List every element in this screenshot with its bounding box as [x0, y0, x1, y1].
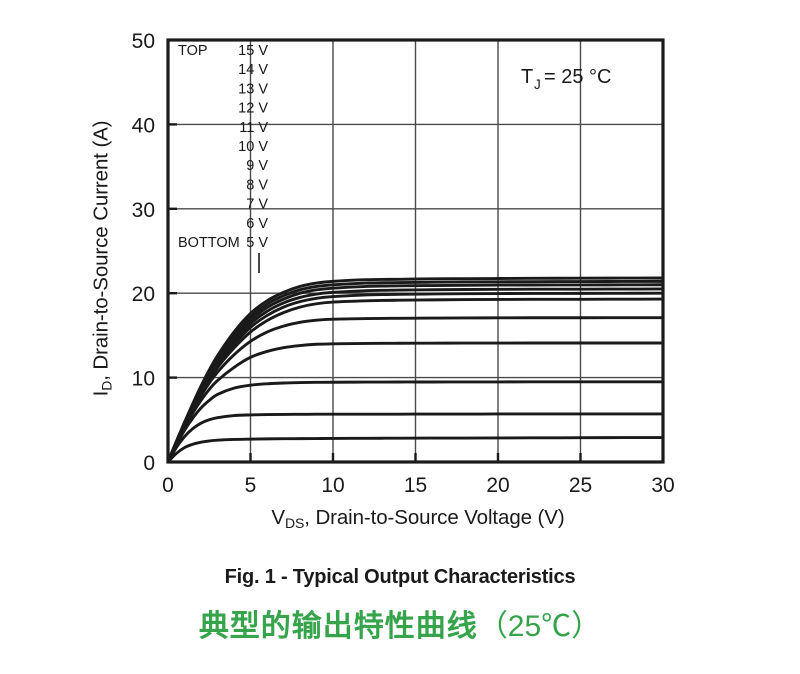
curve-6V — [166, 412, 665, 464]
x-tick-label: 15 — [404, 474, 427, 497]
x-axis-text: , Drain-to-Source Voltage (V) — [304, 506, 565, 529]
legend-entry: 6 V — [246, 216, 268, 232]
legend-entry: 8 V — [246, 177, 268, 193]
x-tick-label: 25 — [569, 474, 592, 497]
curve-9V — [166, 316, 665, 464]
voltage-legend: 15 V 14 V 13 V 12 V 11 V 10 V 9 V 8 V 7 V 6 V 5 V T… — [178, 43, 268, 273]
y-tick-label: 0 — [143, 452, 155, 475]
x-tick-labels: 0 5 10 15 20 25 30 — [162, 474, 675, 497]
x-tick-label: 30 — [651, 474, 674, 497]
legend-entry: 10 V — [238, 139, 268, 155]
y-axis-text: , Drain-to-Source Current (A) — [89, 120, 113, 381]
legend-entry: 11 V — [239, 120, 268, 136]
legend-entry: 5 V — [246, 235, 268, 251]
figure-caption-chinese: 典型的输出特性曲线（25℃） — [0, 601, 800, 645]
legend-entry: 9 V — [246, 158, 268, 174]
x-axis-symbol: V — [271, 506, 285, 529]
y-tick-label: 20 — [132, 283, 155, 306]
legend-bottom-label: BOTTOM — [178, 235, 240, 251]
axis-ticks — [168, 123, 582, 462]
curve-7V — [166, 380, 665, 464]
y-tick-label: 30 — [132, 199, 155, 222]
curve-5V — [166, 436, 665, 464]
legend-entry: 14 V — [238, 62, 268, 78]
x-axis-subscript: DS — [285, 514, 305, 531]
y-axis-subscript: D — [98, 380, 115, 391]
x-tick-label: 20 — [486, 474, 509, 497]
caption-chinese-temperature: （25℃） — [477, 610, 602, 643]
annotation-value: = 25 °C — [544, 66, 611, 88]
curve-8V — [166, 341, 665, 464]
legend-entry: 15 V — [238, 43, 268, 59]
legend-entry: 13 V — [238, 81, 268, 97]
legend-entry: 12 V — [238, 101, 268, 117]
x-axis-title: VDS, Drain-to-Source Voltage (V) — [0, 506, 800, 531]
y-tick-label: 50 — [132, 30, 155, 53]
legend-top-label: TOP — [178, 43, 208, 59]
x-tick-label: 5 — [245, 474, 257, 497]
annotation-symbol: T — [521, 66, 533, 88]
y-axis-title: ID, Drain-to-Source Current (A) — [90, 38, 115, 478]
annotation-subscript: J — [534, 77, 541, 92]
curve-group — [166, 276, 665, 464]
output-characteristics-chart: 0 5 10 15 20 25 30 0 10 20 30 40 50 15 V 14 V 13 V 12 … — [132, 30, 675, 497]
y-tick-labels: 0 10 20 30 40 50 — [132, 30, 155, 475]
y-tick-label: 40 — [132, 114, 155, 137]
legend-entry: 7 V — [246, 197, 268, 213]
y-tick-label: 10 — [132, 368, 155, 391]
temperature-annotation: T J = 25 °C — [521, 66, 611, 92]
x-tick-label: 0 — [162, 474, 174, 497]
figure-caption-english: Fig. 1 - Typical Output Characteristics — [224, 566, 576, 588]
x-tick-label: 10 — [321, 474, 344, 497]
caption-chinese-main: 典型的输出特性曲线 — [198, 610, 478, 643]
y-axis-symbol: I — [89, 390, 113, 397]
